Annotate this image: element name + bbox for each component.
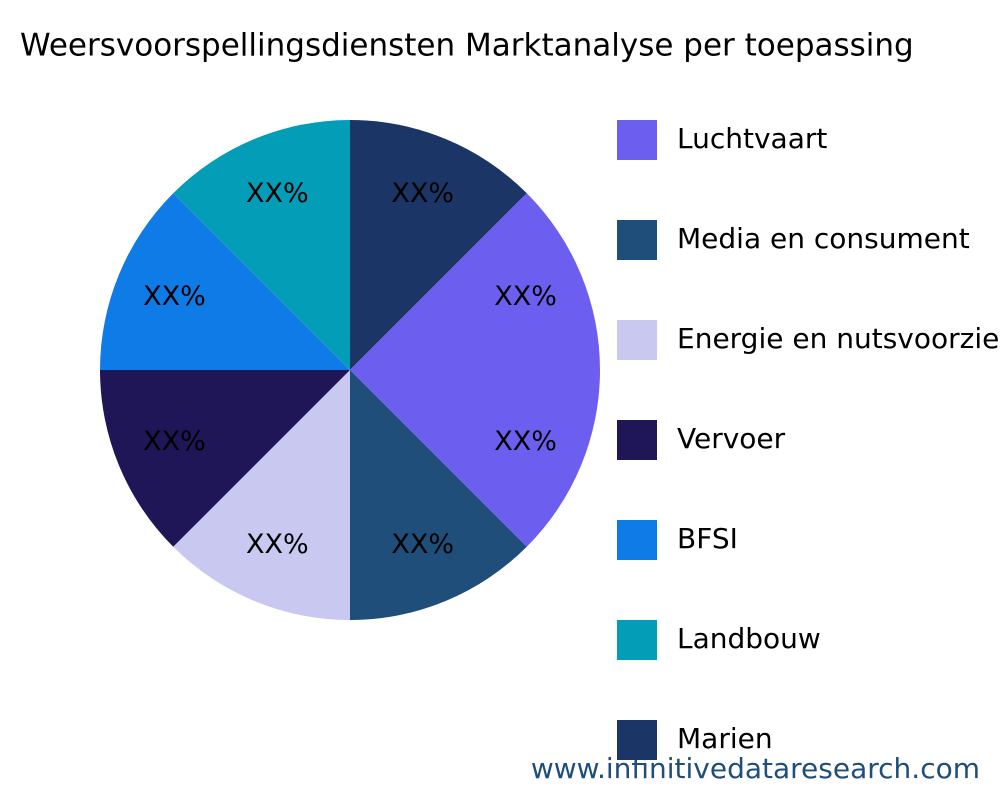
legend-label: Luchtvaart: [677, 122, 827, 155]
legend-label: Vervoer: [677, 422, 786, 455]
data-label: XX%: [246, 178, 309, 209]
data-label: XX%: [494, 281, 557, 312]
legend-swatch: [617, 320, 657, 360]
legend-label: Marien: [677, 722, 773, 755]
pie-slice: [173, 370, 350, 620]
data-label: XX%: [246, 529, 309, 560]
data-label: XX%: [143, 281, 206, 312]
legend-swatch: [617, 120, 657, 160]
data-label: XX%: [143, 426, 206, 457]
legend-swatch: [617, 220, 657, 260]
legend-swatch: [617, 520, 657, 560]
pie-slice: [100, 370, 350, 547]
pie-slice: [350, 370, 600, 547]
legend-label: Energie en nutsvoorzieningen: [677, 322, 1000, 355]
chart-title: Weersvoorspellingsdiensten Marktanalyse …: [20, 28, 914, 64]
pie-slice: [100, 193, 350, 370]
pie-slice: [350, 193, 600, 370]
footer: www.infinitivedataresearch.com: [531, 752, 980, 785]
legend-swatch: [617, 720, 657, 760]
pie-slice: [350, 120, 527, 370]
legend-swatch: [617, 420, 657, 460]
data-label: XX%: [391, 178, 454, 209]
legend-swatch: [617, 620, 657, 660]
pie-slice: [173, 120, 350, 370]
data-label: XX%: [494, 426, 557, 457]
legend-label: Landbouw: [677, 622, 821, 655]
legend-label: Media en consument: [677, 222, 970, 255]
legend-label: BFSI: [677, 522, 738, 555]
data-label: XX%: [391, 529, 454, 560]
pie-slice: [350, 370, 527, 620]
